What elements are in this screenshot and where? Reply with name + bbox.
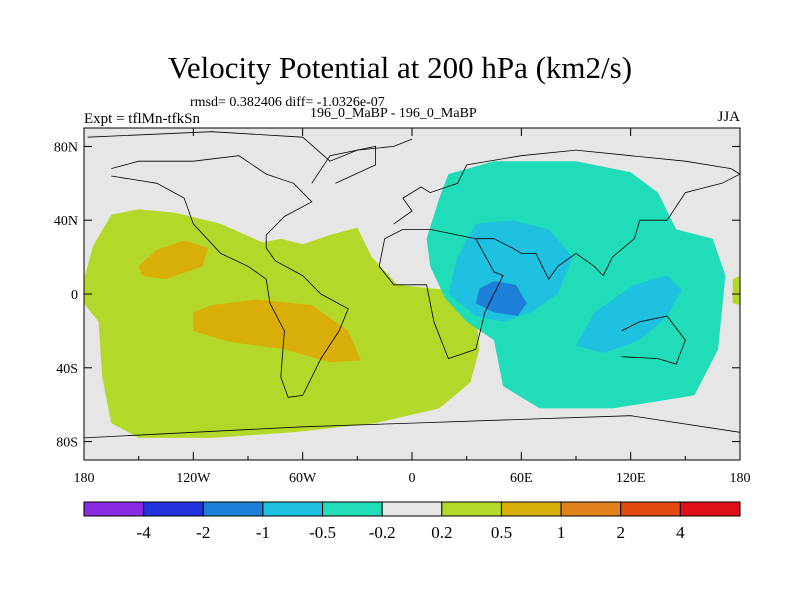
colorbar-box [679,501,741,517]
colorbar-label: 1 [557,523,566,542]
chart-title: Velocity Potential at 200 hPa (km2/s) [167,50,633,85]
y-tick-label: 80S [56,436,78,451]
x-tick-label: 60E [510,471,533,486]
colorbar-box [620,501,681,517]
colorbar-box [381,501,443,517]
coastline-5 [475,173,740,280]
coastline-3 [393,149,740,225]
season-label: JJA [717,109,740,125]
colorbar-box [322,501,383,517]
y-axis: 80N 40N 0 40S 80S [54,140,740,451]
x-tick-label: 120E [616,471,646,486]
coastline-4 [378,228,504,360]
colorbar-label: -1 [256,523,270,542]
colorbar-label: 4 [676,523,685,542]
colorbar-box [262,501,324,517]
y-tick-label: 40N [54,214,78,229]
x-axis: 180 120W 60W 0 60E 120E 180 [74,128,751,486]
coastline-0 [87,131,413,162]
colorbar-box [83,501,145,517]
contour-fills [84,161,740,438]
coastline-7 [84,415,740,439]
colorbar-label: -0.5 [309,523,336,542]
experiment-label: Expt = tflMn-tfkSn [84,111,200,127]
y-tick-label: 40S [56,362,78,377]
colorbar-box [143,501,204,517]
colorbar-label: 0.2 [431,523,452,542]
colorbar-label: -0.2 [369,523,396,542]
x-tick-label: 60W [289,471,317,486]
coastline-6 [621,315,686,365]
y-tick-label: 0 [71,288,78,303]
colorbar-box [441,501,502,517]
colorbar-box [202,501,264,517]
contour-region-pacific-max-north [138,240,208,280]
contour-region-dateline-positive-east [732,275,740,306]
x-tick-label: 0 [409,471,416,486]
colorbar-box [560,501,622,517]
contour-region-arabia-core [475,281,527,317]
coastline-1 [111,155,349,398]
x-tick-label: 180 [74,471,95,486]
x-tick-label: 180 [730,471,751,486]
colorbar: -4 -2 -1 -0.5 -0.2 0.2 0.5 1 2 4 [83,501,741,542]
contour-region-pacific-max-south [193,299,361,363]
contour-region-indian-ocean-minimum [576,275,682,353]
y-tick-label: 80N [54,140,78,155]
colorbar-box [500,501,562,517]
colorbar-label: 0.5 [491,523,512,542]
case-label: 196_0_MaBP - 196_0_MaBP [310,106,477,121]
coastline-2 [311,145,377,184]
colorbar-label: -2 [196,523,210,542]
rmsd-label: rmsd= 0.382406 diff= -1.0326e-07 [190,95,385,110]
colorbar-label: 2 [616,523,625,542]
x-tick-label: 120W [176,471,211,486]
coastlines [84,131,740,439]
colorbar-label: -4 [137,523,152,542]
